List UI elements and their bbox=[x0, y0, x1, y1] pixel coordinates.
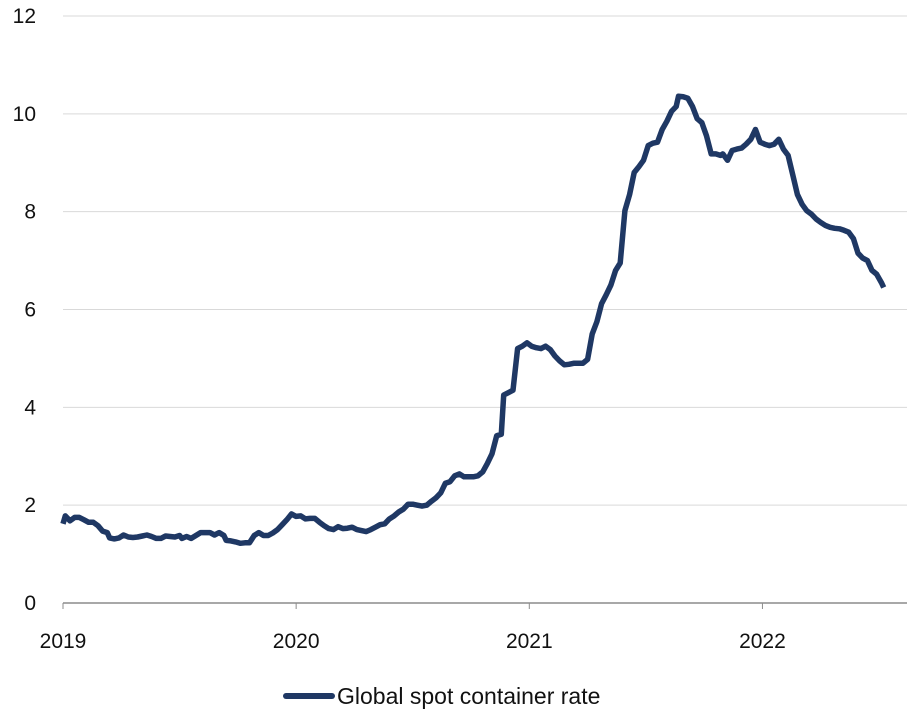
x-tick-label: 2022 bbox=[739, 630, 786, 653]
series-line-global-spot-container-rate bbox=[60, 93, 887, 547]
y-tick-label: 12 bbox=[13, 5, 36, 28]
gridlines bbox=[63, 15, 907, 506]
legend-label: Global spot container rate bbox=[337, 683, 600, 709]
y-tick-label: 6 bbox=[24, 299, 36, 322]
x-tick-label: 2019 bbox=[40, 630, 87, 653]
series-lines bbox=[60, 93, 887, 547]
y-tick-label: 8 bbox=[24, 201, 36, 224]
y-tick-label: 0 bbox=[24, 592, 36, 615]
x-axis-tick-labels: 2019 2020 2021 2022 bbox=[40, 603, 786, 653]
x-tick-label: 2020 bbox=[273, 630, 320, 653]
legend: Global spot container rate bbox=[283, 683, 600, 709]
y-axis-tick-labels: 0 2 4 6 8 10 12 bbox=[13, 5, 37, 615]
y-tick-label: 4 bbox=[24, 396, 36, 419]
y-tick-label: 10 bbox=[13, 103, 36, 126]
x-tick-label: 2021 bbox=[506, 630, 553, 653]
y-tick-label: 2 bbox=[24, 494, 36, 517]
